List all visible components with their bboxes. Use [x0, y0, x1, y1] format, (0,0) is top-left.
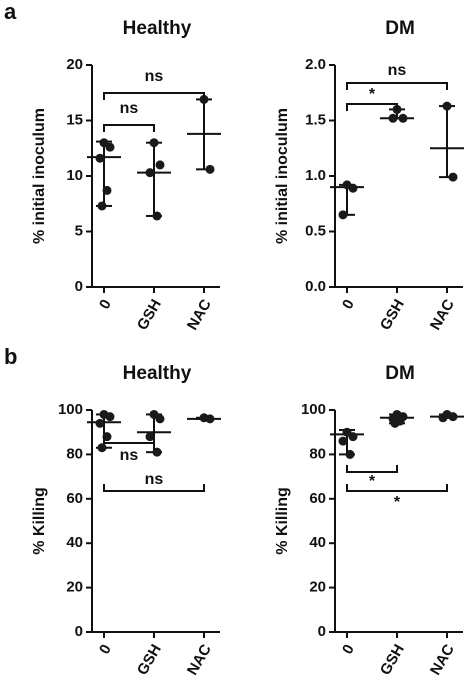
significance-bracket: [103, 92, 205, 100]
chart-title: Healthy: [123, 363, 192, 384]
y-tick-label: 60: [66, 490, 83, 507]
data-point: [155, 414, 165, 424]
data-point: [155, 160, 165, 170]
significance-label: *: [369, 473, 376, 490]
data-point: [205, 164, 215, 174]
panel-label: b: [4, 344, 17, 369]
significance-label: ns: [145, 471, 164, 488]
y-axis-label: % initial inoculum: [274, 108, 291, 244]
y-tick-label: 40: [309, 534, 326, 551]
y-tick-label: 20: [66, 56, 83, 73]
y-tick-label: 40: [66, 534, 83, 551]
significance-bracket: [103, 484, 205, 492]
y-tick-label: 20: [309, 579, 326, 596]
data-point: [97, 443, 107, 453]
y-tick-label: 1.5: [305, 111, 326, 128]
y-tick-label: 0: [75, 623, 83, 640]
significance-bracket: [346, 465, 398, 473]
x-tick-label: NAC: [184, 296, 215, 333]
data-point: [398, 113, 408, 123]
x-tick-label: GSH: [377, 296, 408, 333]
data-point: [95, 153, 105, 163]
x-tick-label: 0: [339, 641, 358, 657]
data-point: [105, 142, 115, 152]
y-axis-label: % Killing: [31, 487, 48, 555]
y-tick-label: 100: [301, 401, 326, 418]
y-tick-label: 5: [75, 222, 83, 239]
x-tick-label: NAC: [427, 296, 458, 333]
data-point: [345, 449, 355, 459]
y-tick-label: 100: [58, 401, 83, 418]
significance-bracket: [103, 124, 155, 132]
y-tick-label: 0.0: [305, 278, 326, 295]
y-tick-label: 15: [66, 111, 83, 128]
data-point: [438, 413, 448, 423]
significance-label: *: [394, 494, 401, 511]
y-axis-label: % Killing: [274, 487, 291, 555]
y-tick-label: 0.5: [305, 222, 326, 239]
y-tick-label: 80: [309, 445, 326, 462]
y-tick-label: 10: [66, 167, 83, 184]
chart-title: DM: [385, 363, 415, 384]
x-tick-label: GSH: [134, 641, 165, 678]
y-tick-label: 0: [75, 278, 83, 295]
x-tick-label: 0: [339, 296, 358, 312]
x-tick-label: NAC: [184, 641, 215, 678]
data-point: [95, 418, 105, 428]
y-axis-label: % initial inoculum: [31, 108, 48, 244]
data-point: [102, 185, 112, 195]
x-tick-label: 0: [96, 296, 115, 312]
data-point: [97, 201, 107, 211]
significance-bracket: [103, 436, 155, 444]
data-point: [152, 211, 162, 221]
panel-label: a: [4, 0, 17, 24]
data-point: [152, 447, 162, 457]
significance-label: ns: [388, 62, 407, 79]
y-tick-label: 2.0: [305, 56, 326, 73]
data-point: [145, 168, 155, 178]
data-point: [145, 432, 155, 442]
data-point: [338, 436, 348, 446]
data-point: [388, 113, 398, 123]
data-point: [442, 101, 452, 111]
chart-title: Healthy: [123, 18, 192, 39]
significance-bracket: [346, 82, 448, 90]
x-tick-label: GSH: [377, 641, 408, 678]
chart-title: DM: [385, 18, 415, 39]
significance-bracket: [346, 484, 448, 492]
significance-label: ns: [120, 100, 139, 117]
data-point: [205, 414, 215, 424]
significance-label: ns: [145, 68, 164, 85]
significance-label: *: [369, 86, 376, 103]
significance-label: ns: [120, 447, 139, 464]
y-tick-label: 1.0: [305, 167, 326, 184]
x-tick-label: GSH: [134, 296, 165, 333]
data-point: [348, 183, 358, 193]
data-point: [149, 138, 159, 148]
y-tick-label: 0: [318, 623, 326, 640]
y-tick-label: 60: [309, 490, 326, 507]
data-point: [348, 432, 358, 442]
data-point: [448, 412, 458, 422]
y-tick-label: 80: [66, 445, 83, 462]
data-point: [448, 172, 458, 182]
data-point: [105, 412, 115, 422]
x-tick-label: 0: [96, 641, 115, 657]
data-point: [338, 210, 348, 220]
data-point: [390, 418, 400, 428]
y-tick-label: 20: [66, 579, 83, 596]
significance-bracket: [346, 103, 398, 111]
x-tick-label: NAC: [427, 641, 458, 678]
